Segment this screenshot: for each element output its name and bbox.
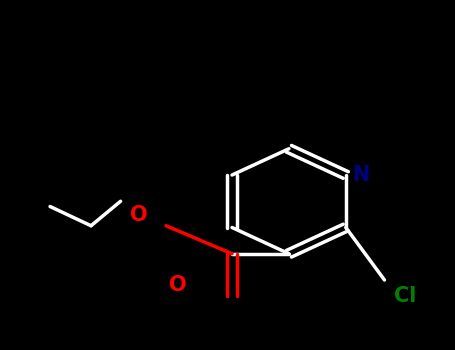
Text: N: N [353, 165, 370, 185]
Text: Cl: Cl [394, 286, 416, 306]
Text: O: O [130, 205, 147, 225]
Text: O: O [169, 275, 186, 295]
